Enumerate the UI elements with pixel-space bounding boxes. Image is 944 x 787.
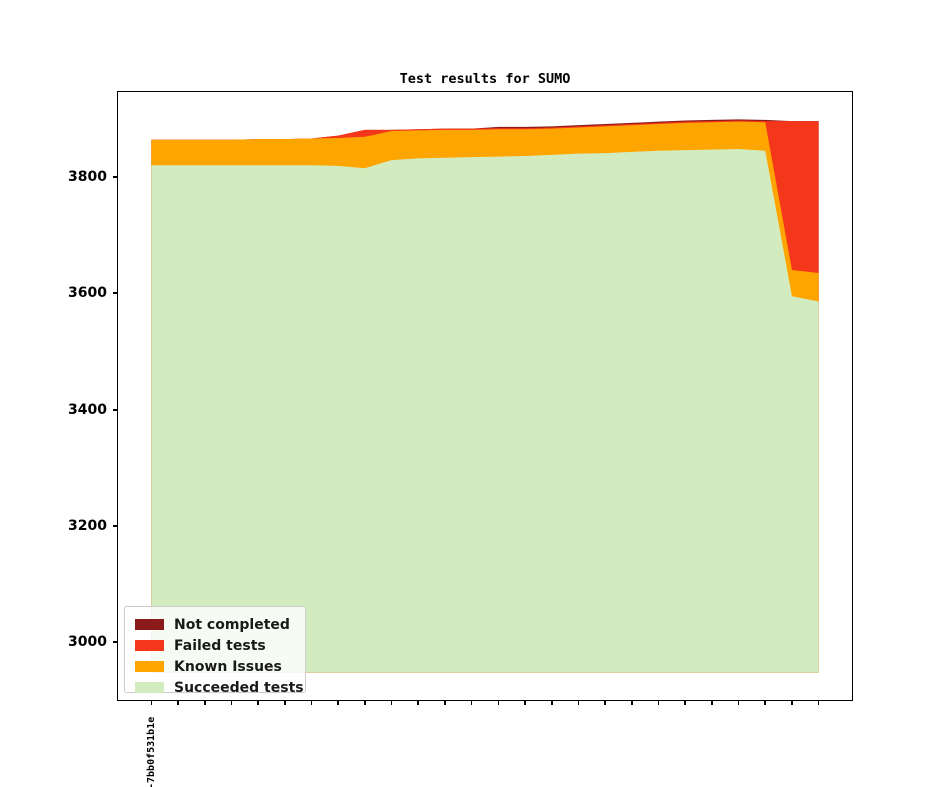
legend-swatch-failed-tests	[135, 640, 164, 651]
x-axis-tick	[711, 701, 713, 705]
y-axis-tick-label: 3000	[68, 634, 107, 651]
legend-label-succeeded-tests: Succeeded tests	[174, 679, 304, 696]
y-axis-tick	[113, 292, 117, 295]
y-axis-tick-label: 3400	[68, 401, 107, 418]
x-axis-tick	[657, 701, 660, 705]
x-axis-tick	[497, 701, 500, 705]
x-axis-tick	[791, 701, 793, 705]
x-axis-tick	[230, 701, 233, 705]
x-axis-tick	[524, 701, 526, 705]
x-axis-tick	[364, 701, 366, 705]
legend-row-succeeded-tests: Succeeded tests	[135, 677, 305, 698]
x-axis-tick	[150, 701, 153, 705]
x-axis-tick	[390, 701, 393, 705]
x-axis-tick	[417, 701, 420, 705]
y-axis-tick-label: 3800	[68, 168, 107, 185]
legend-label-not-completed: Not completed	[174, 616, 290, 633]
y-axis-tick	[113, 175, 117, 178]
y-axis-tick	[113, 525, 117, 528]
x-axis-tick	[310, 701, 313, 705]
chart-title: Test results for SUMO	[399, 71, 571, 87]
x-axis-tick	[284, 701, 286, 705]
x-tick-label-commit: -7bb0f531b1e	[146, 716, 157, 787]
x-axis-tick	[444, 701, 446, 705]
legend-swatch-not-completed	[135, 619, 164, 630]
x-axis-tick	[257, 701, 259, 705]
legend-row-not-completed: Not completed	[135, 614, 305, 635]
y-axis-tick	[113, 641, 117, 644]
x-axis-tick	[550, 701, 553, 705]
x-axis-tick	[177, 701, 179, 705]
y-axis-tick-label: 3600	[68, 285, 107, 302]
y-axis-tick	[113, 408, 117, 411]
x-axis-tick	[737, 701, 740, 705]
x-axis-tick	[577, 701, 580, 705]
legend-row-failed-tests: Failed tests	[135, 635, 305, 656]
x-axis-tick	[764, 701, 767, 705]
legend-label-failed-tests: Failed tests	[174, 637, 266, 654]
legend-label-known-issues: Known Issues	[174, 658, 282, 675]
x-axis-tick	[817, 701, 820, 705]
x-axis-tick	[470, 701, 473, 705]
chart-svg	[151, 119, 819, 673]
legend-swatch-known-issues	[135, 661, 164, 672]
x-axis-tick	[604, 701, 606, 705]
legend-row-known-issues: Known Issues	[135, 656, 305, 677]
plot-frame	[117, 91, 853, 701]
x-axis-tick	[203, 701, 206, 705]
y-axis-tick-label: 3200	[68, 518, 107, 535]
area-succeeded-tests	[151, 149, 819, 673]
legend-swatch-succeeded-tests	[135, 682, 164, 693]
x-axis-tick	[631, 701, 633, 705]
x-axis-tick	[684, 701, 686, 705]
legend: Not completed Failed tests Known Issues Suc…	[124, 606, 306, 696]
x-axis-tick	[337, 701, 339, 705]
